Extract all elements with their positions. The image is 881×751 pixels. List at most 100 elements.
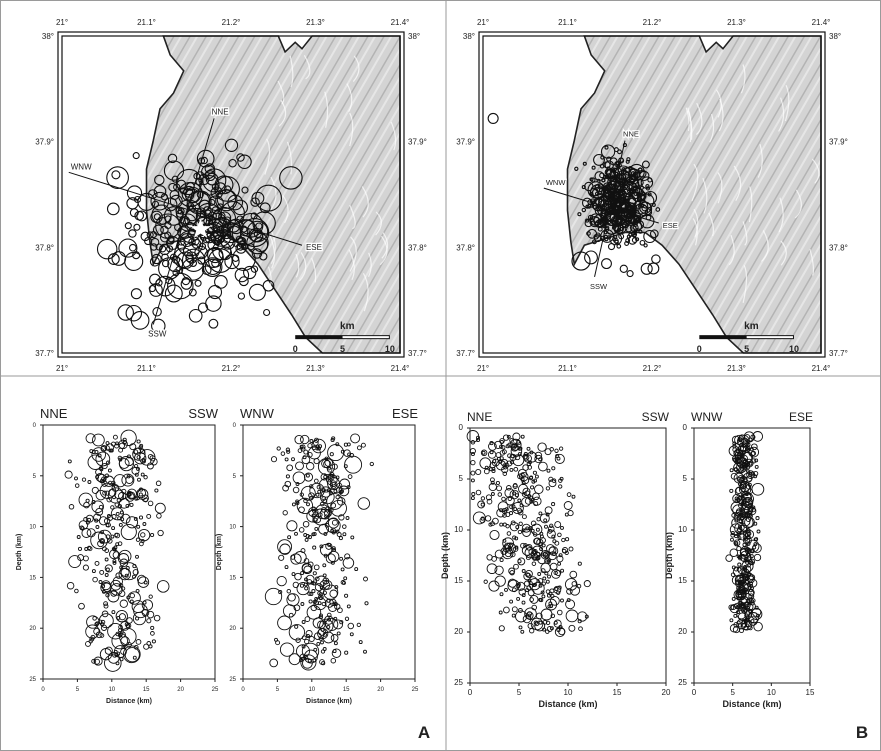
hypocenter-marker bbox=[317, 601, 322, 606]
hypocenter-marker bbox=[68, 504, 75, 510]
hypocenter-marker bbox=[316, 641, 321, 646]
hypocenter-marker bbox=[108, 448, 113, 453]
hypocenter-marker bbox=[489, 529, 500, 541]
hypocenter-marker bbox=[740, 548, 748, 557]
hypocenter-marker bbox=[332, 601, 337, 606]
hypocenter-marker bbox=[110, 505, 115, 510]
hypocenter-marker bbox=[522, 453, 529, 460]
epicenter-marker bbox=[641, 160, 650, 169]
hypocenter-marker bbox=[557, 609, 563, 616]
hypocenter-marker bbox=[140, 532, 146, 538]
hypocenter-marker bbox=[747, 612, 760, 624]
hypocenter-marker bbox=[126, 492, 132, 498]
terrain-ridge bbox=[685, 107, 690, 132]
hypocenter-marker bbox=[99, 569, 105, 575]
epicenter-marker bbox=[596, 205, 603, 212]
hypocenter-marker bbox=[118, 458, 130, 469]
terrain-ridge bbox=[708, 212, 714, 237]
hypocenter-marker bbox=[546, 626, 553, 632]
hypocenter-marker bbox=[734, 540, 739, 545]
hypocenter-marker bbox=[554, 540, 560, 546]
hypocenter-marker bbox=[508, 511, 514, 516]
hypocenter-marker bbox=[750, 598, 756, 603]
terrain-ridge bbox=[381, 232, 389, 259]
x-axis-label: Distance (km) bbox=[306, 698, 352, 705]
hypocenter-marker bbox=[301, 563, 313, 575]
terrain-ridge bbox=[311, 257, 317, 283]
epicenter-marker bbox=[163, 197, 178, 212]
hypocenter-marker bbox=[488, 522, 493, 527]
epicenter-marker bbox=[593, 234, 599, 240]
hypocenter-marker bbox=[339, 556, 344, 561]
hypocenter-marker bbox=[344, 650, 349, 655]
hypocenter-marker bbox=[551, 466, 556, 471]
hypocenter-marker bbox=[109, 549, 119, 560]
hypocenter-marker bbox=[286, 449, 291, 454]
hypocenter-marker bbox=[532, 470, 537, 475]
hypocenter-marker bbox=[566, 598, 571, 603]
hypocenter-marker bbox=[499, 439, 504, 445]
epicenter-marker bbox=[203, 217, 211, 225]
terrain-ridge bbox=[693, 208, 699, 238]
hypocenter-marker bbox=[156, 580, 170, 593]
hypocenter-marker bbox=[95, 631, 103, 639]
hypocenter-marker bbox=[325, 542, 333, 550]
hypocenter-marker bbox=[300, 444, 306, 450]
hypocenter-marker bbox=[143, 475, 148, 480]
map-frame-outer bbox=[478, 31, 826, 358]
hypocenter-marker bbox=[500, 445, 506, 450]
epicenter-marker bbox=[651, 202, 656, 207]
x-tick-label: 15 bbox=[343, 687, 350, 693]
y-tick-label: 25 bbox=[29, 677, 36, 683]
hypocenter-marker bbox=[750, 450, 757, 456]
hypocenter-marker bbox=[747, 488, 753, 494]
hypocenter-marker bbox=[532, 492, 540, 501]
epicenter-marker bbox=[180, 278, 193, 290]
terrain-ridge bbox=[289, 55, 294, 88]
hypocenter-marker bbox=[104, 564, 113, 573]
hypocenter-marker bbox=[122, 437, 127, 442]
epicenter-marker bbox=[625, 159, 630, 164]
epicenter-marker bbox=[191, 236, 200, 246]
hypocenter-marker bbox=[285, 474, 290, 479]
epicenter-marker bbox=[251, 191, 265, 205]
epicenter-marker bbox=[248, 283, 266, 301]
hypocenter-marker bbox=[338, 514, 345, 521]
epicenter-marker bbox=[169, 253, 178, 261]
epicenter-marker bbox=[152, 224, 164, 236]
hypocenter-marker bbox=[529, 450, 534, 455]
hypocenter-marker bbox=[100, 582, 112, 594]
map-tick-label-top: 21.4° bbox=[391, 18, 410, 27]
epicenter-marker bbox=[204, 232, 215, 244]
hypocenter-marker bbox=[89, 636, 95, 642]
hypocenter-marker bbox=[470, 496, 475, 501]
hypocenter-marker bbox=[131, 466, 140, 475]
hypocenter-marker bbox=[484, 515, 492, 522]
map-tick-label-bottom: 21.2° bbox=[643, 364, 662, 373]
hypocenter-marker bbox=[729, 603, 740, 614]
hypocenter-marker bbox=[314, 576, 320, 582]
hypocenter-marker bbox=[753, 474, 758, 479]
x-tick-label: 15 bbox=[806, 688, 815, 697]
hypocenter-marker bbox=[314, 583, 323, 592]
hypocenter-marker bbox=[541, 581, 546, 586]
hypocenter-marker bbox=[521, 593, 526, 598]
hypocenter-marker bbox=[494, 440, 503, 449]
epicenter-marker bbox=[587, 214, 594, 221]
hypocenter-marker bbox=[480, 502, 485, 507]
epicenter-marker bbox=[175, 168, 203, 196]
hypocenter-marker bbox=[530, 485, 535, 490]
map-tick-label-left: 37.7° bbox=[35, 349, 54, 358]
profile-label-nne: NNE bbox=[212, 107, 229, 116]
epicenter-marker bbox=[246, 231, 269, 255]
epicenter-marker bbox=[177, 181, 204, 208]
map-tick-label-right: 37.7° bbox=[829, 349, 848, 358]
hypocenter-marker bbox=[302, 520, 310, 528]
epicenter-marker bbox=[618, 233, 625, 240]
hypocenter-marker bbox=[98, 516, 108, 526]
terrain-ridge bbox=[264, 138, 270, 175]
hypocenter-marker bbox=[517, 498, 522, 503]
terrain-ridge bbox=[390, 121, 397, 151]
hypocenter-marker bbox=[521, 528, 526, 533]
hypocenter-marker bbox=[138, 515, 144, 520]
